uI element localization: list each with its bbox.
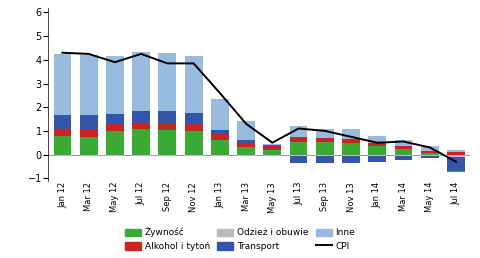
Bar — [53, 155, 72, 156]
Bar — [368, 156, 386, 162]
Bar — [447, 157, 465, 171]
Bar — [211, 134, 229, 140]
Bar — [289, 137, 308, 142]
Bar — [316, 138, 334, 142]
Bar — [316, 142, 334, 155]
Bar — [158, 155, 176, 156]
Bar — [106, 155, 124, 156]
Bar — [421, 153, 439, 155]
Bar — [185, 155, 203, 156]
Bar — [237, 143, 255, 148]
Bar — [421, 156, 439, 158]
Bar — [53, 128, 72, 136]
Bar — [395, 146, 412, 149]
Bar — [132, 128, 150, 155]
Bar — [316, 155, 334, 156]
Bar — [211, 155, 229, 156]
Bar — [80, 116, 97, 128]
Legend: Żywność, Alkohol i tytoń, Odzież i obuwie, Transport, Inne, CPI: Żywność, Alkohol i tytoń, Odzież i obuwi… — [125, 228, 355, 251]
Bar — [264, 146, 281, 150]
Bar — [342, 156, 360, 163]
Bar — [158, 53, 176, 111]
Bar — [185, 131, 203, 155]
Bar — [106, 114, 124, 124]
Bar — [342, 139, 360, 143]
Bar — [395, 156, 412, 160]
Bar — [447, 152, 465, 155]
Bar — [211, 130, 229, 134]
Bar — [211, 140, 229, 155]
Bar — [289, 126, 308, 137]
Bar — [158, 130, 176, 155]
Bar — [264, 145, 281, 146]
Bar — [237, 148, 255, 155]
Bar — [237, 140, 255, 143]
Bar — [289, 155, 308, 156]
Bar — [395, 155, 412, 156]
Bar — [395, 149, 412, 155]
Bar — [185, 56, 203, 113]
Bar — [106, 131, 124, 155]
Bar — [264, 150, 281, 155]
Bar — [132, 123, 150, 128]
Bar — [395, 140, 412, 146]
Bar — [316, 156, 334, 163]
Bar — [421, 151, 439, 153]
Bar — [158, 123, 176, 130]
Bar — [342, 143, 360, 155]
Bar — [53, 136, 72, 155]
Bar — [106, 124, 124, 131]
Bar — [447, 155, 465, 157]
Bar — [132, 155, 150, 156]
Bar — [80, 155, 97, 156]
Bar — [53, 116, 72, 128]
Bar — [368, 136, 386, 143]
Bar — [342, 128, 360, 139]
Bar — [237, 155, 255, 156]
Bar — [53, 54, 72, 116]
Bar — [342, 155, 360, 156]
Bar — [421, 155, 439, 156]
Bar — [132, 111, 150, 123]
Bar — [106, 56, 124, 114]
Bar — [80, 128, 97, 137]
Bar — [368, 143, 386, 146]
Bar — [368, 146, 386, 155]
Bar — [237, 122, 255, 140]
Bar — [132, 52, 150, 111]
Bar — [80, 137, 97, 155]
Bar — [264, 155, 281, 156]
Bar — [185, 113, 203, 124]
Bar — [447, 150, 465, 152]
Bar — [316, 128, 334, 138]
Bar — [80, 55, 97, 116]
Bar — [289, 142, 308, 155]
Bar — [158, 111, 176, 123]
Bar — [289, 156, 308, 163]
Bar — [447, 171, 465, 172]
Bar — [185, 124, 203, 131]
Bar — [211, 99, 229, 130]
Bar — [368, 155, 386, 156]
Bar — [264, 144, 281, 145]
Bar — [421, 146, 439, 151]
